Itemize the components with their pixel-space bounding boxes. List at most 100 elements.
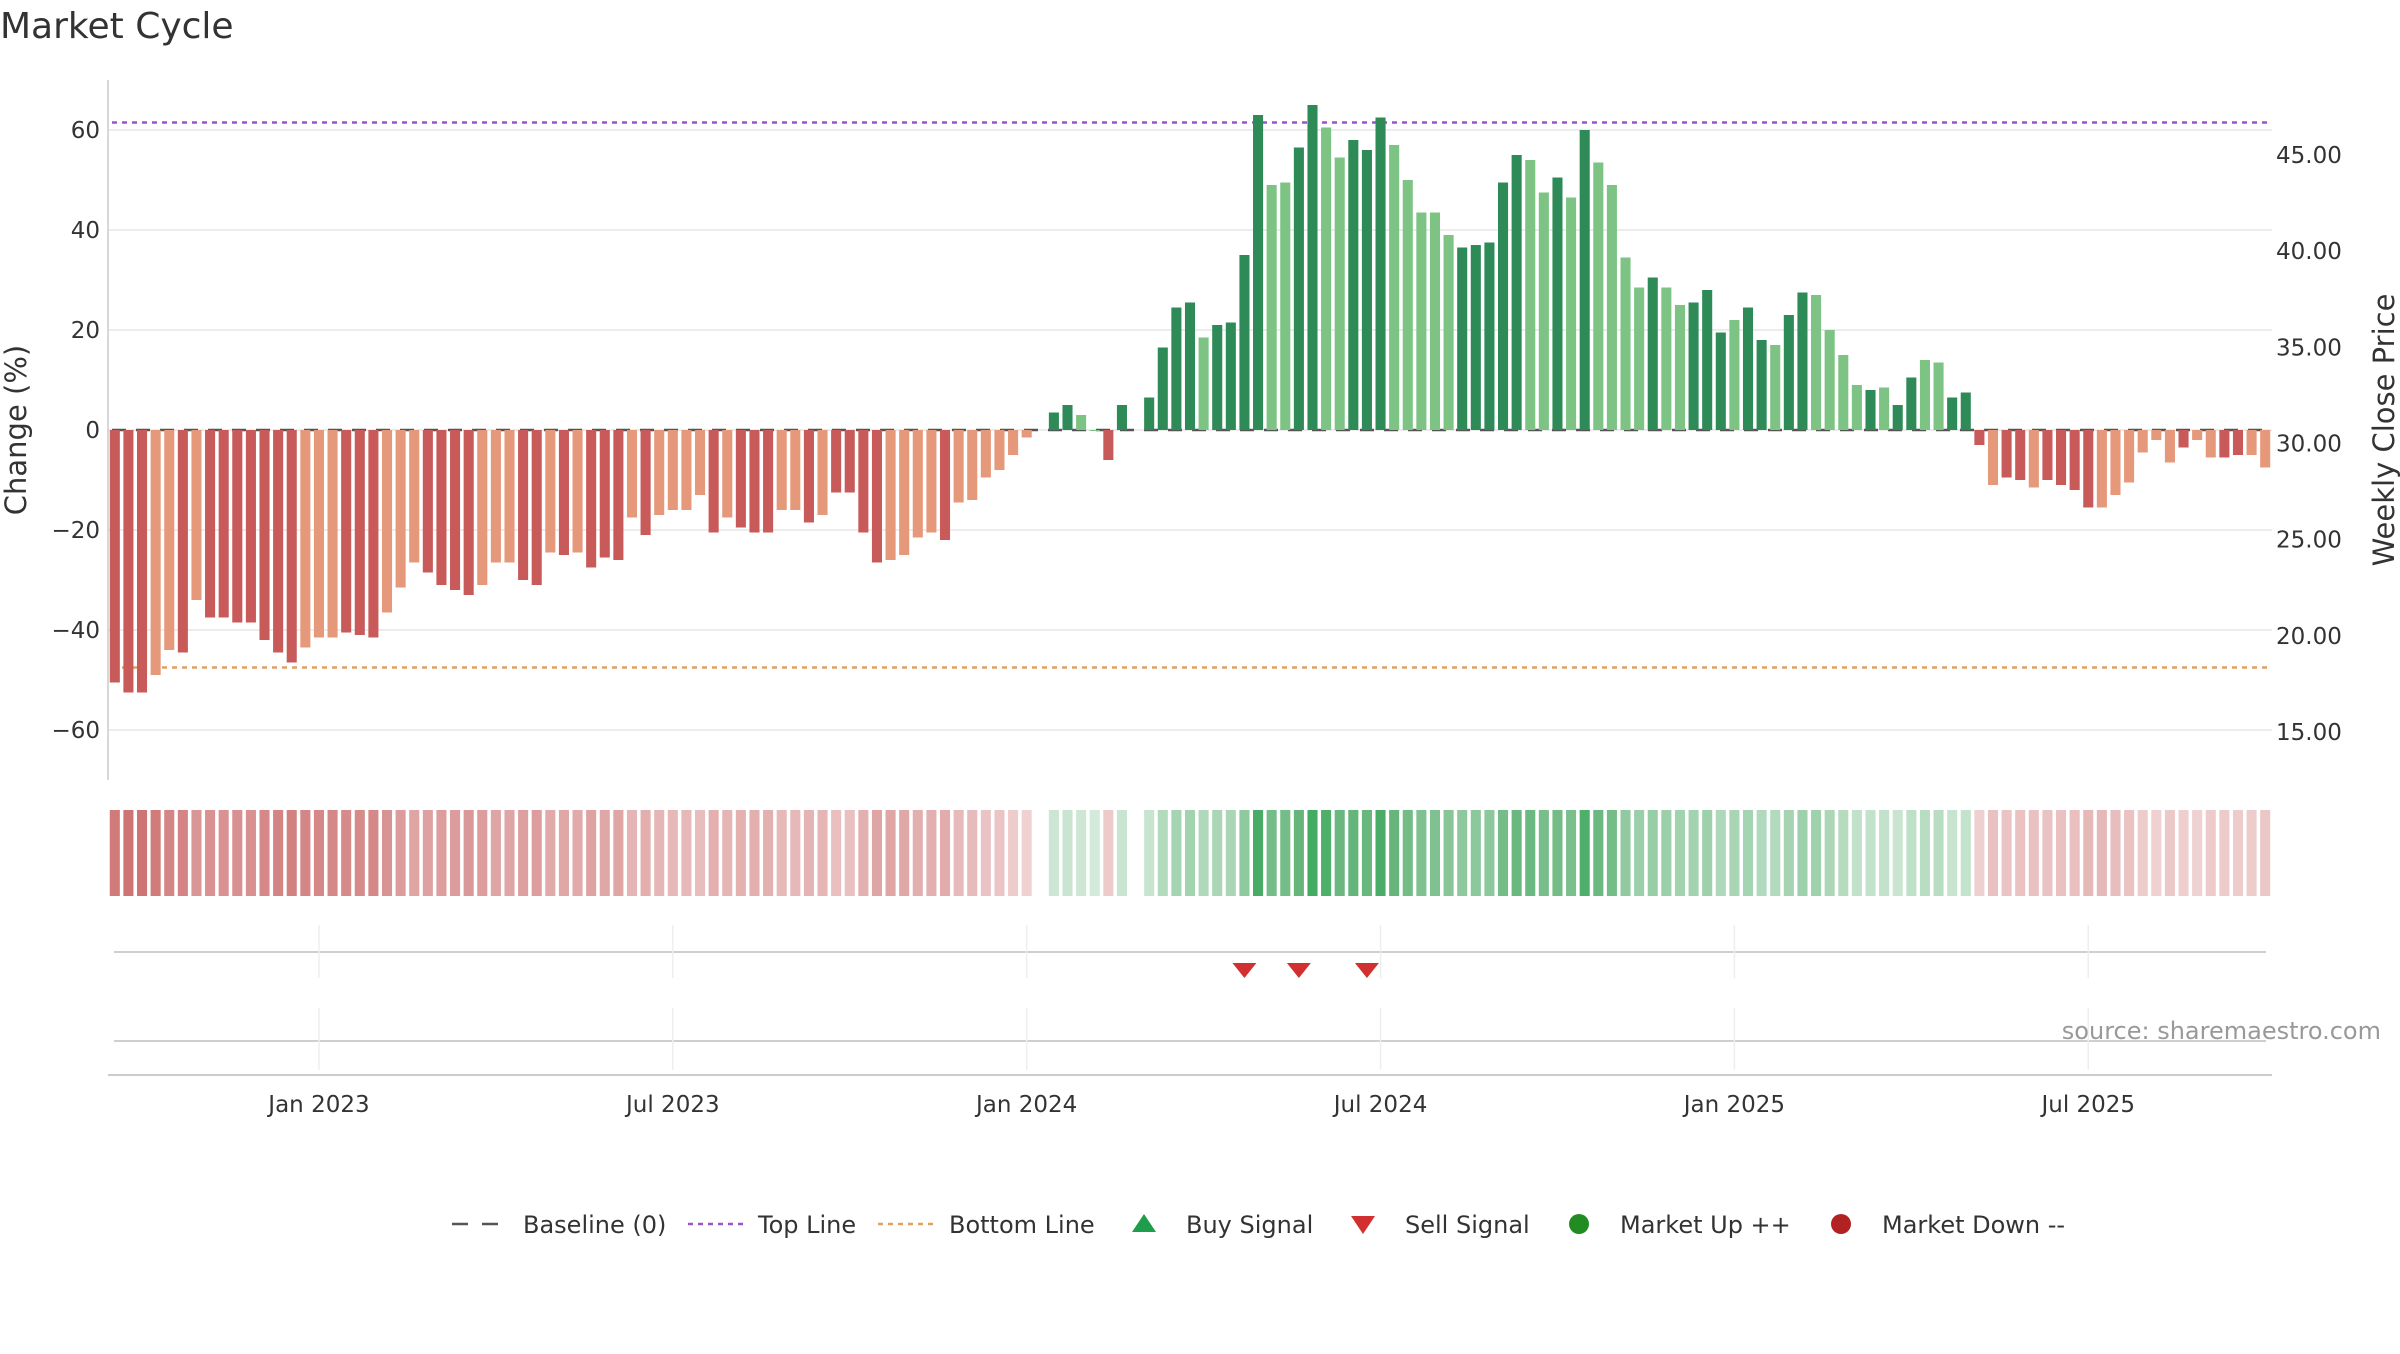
change-bar [218, 430, 229, 618]
change-bar [2083, 430, 2094, 508]
heat-cell [191, 810, 202, 896]
change-bar [1307, 105, 1318, 430]
heat-cell [1634, 810, 1645, 896]
heat-cell [150, 810, 161, 896]
change-bar [1879, 387, 1890, 430]
change-bar [586, 430, 597, 568]
change-bar [695, 430, 706, 495]
heat-cell [844, 810, 855, 896]
change-bar [1293, 147, 1304, 430]
change-bar [395, 430, 406, 588]
heat-cell [2246, 810, 2257, 896]
change-bar [1402, 180, 1413, 430]
heat-cell [926, 810, 937, 896]
change-bar [1103, 430, 1114, 460]
heat-cell [776, 810, 787, 896]
heat-cell [803, 810, 814, 896]
heat-cell [1048, 810, 1059, 896]
heat-cell [1416, 810, 1427, 896]
heat-cell [2083, 810, 2094, 896]
change-bar [1702, 290, 1713, 430]
change-bar [1443, 235, 1454, 430]
heat-cell [2056, 810, 2067, 896]
change-bar [871, 430, 883, 563]
x-tick-label: Jan 2023 [266, 1092, 369, 1118]
heat-cell [1729, 810, 1740, 896]
change-bar [1661, 287, 1672, 430]
y-tick-label: −20 [51, 518, 100, 544]
change-bar [2028, 430, 2039, 488]
change-bar [1892, 405, 1903, 430]
heat-cell [858, 810, 869, 896]
heat-cell [626, 810, 638, 896]
heat-cell [1919, 810, 1930, 896]
heat-cell [245, 810, 256, 896]
legend-label: Baseline (0) [523, 1211, 666, 1239]
change-bar [763, 430, 774, 533]
heat-cell [2232, 810, 2244, 896]
change-bar [2260, 430, 2271, 468]
change-bar [2042, 430, 2053, 480]
change-bar [1538, 192, 1549, 430]
change-bar [2056, 430, 2067, 485]
change-bar [518, 430, 529, 580]
change-bar [749, 430, 760, 533]
heat-cell [749, 810, 760, 896]
change-bar [1647, 277, 1658, 430]
y-tick-label: 40 [71, 218, 100, 244]
change-bar [2192, 430, 2203, 440]
heat-cell [1321, 810, 1332, 896]
legend-label: Top Line [757, 1211, 856, 1239]
heat-cell [2124, 810, 2135, 896]
heat-cell [1756, 810, 1767, 896]
legend-buy-icon [1132, 1214, 1156, 1232]
change-bar [1266, 185, 1277, 430]
heat-cell [1688, 810, 1699, 896]
change-bar [409, 430, 420, 563]
change-bar [776, 430, 787, 510]
heat-cell [1375, 810, 1386, 896]
heat-cell [1552, 810, 1563, 896]
source-text: source: sharemaestro.com [2062, 1017, 2381, 1045]
change-bar [1348, 140, 1359, 430]
y2-tick-label: 20.00 [2276, 624, 2342, 650]
change-bar [1919, 360, 1930, 430]
heat-cell [885, 810, 896, 896]
heat-cell [899, 810, 910, 896]
heat-cell [164, 810, 175, 896]
y2-tick-label: 40.00 [2276, 239, 2342, 265]
change-bar [1579, 130, 1590, 430]
heat-cell [2110, 810, 2121, 896]
heat-cell [218, 810, 229, 896]
heat-cell [477, 810, 488, 896]
heat-cell [722, 810, 733, 896]
heat-cell [1892, 810, 1903, 896]
sell-signal-marker [1286, 963, 1311, 978]
signal-panel [108, 925, 2272, 1076]
heat-cell [109, 810, 120, 896]
change-bar [368, 430, 379, 638]
heat-cell [2069, 810, 2080, 896]
change-bar [2178, 430, 2189, 448]
change-bar [123, 430, 134, 693]
change-bar [490, 430, 501, 563]
heat-cell [1076, 810, 1087, 896]
heat-cell [912, 810, 923, 896]
heat-cell [123, 810, 134, 896]
change-bar [2096, 430, 2107, 508]
heat-cell [1566, 810, 1577, 896]
change-bar [354, 430, 365, 635]
change-bar [2001, 430, 2012, 478]
heat-cell [953, 810, 964, 896]
heat-cell [681, 810, 692, 896]
change-bar [817, 430, 828, 515]
change-bar [640, 430, 651, 535]
heat-cell [735, 810, 746, 896]
change-bar [1688, 302, 1699, 430]
change-bar [994, 430, 1005, 470]
change-bar [1021, 430, 1032, 438]
change-bar [1157, 347, 1168, 430]
change-bar [1416, 212, 1427, 430]
heat-cell [1715, 810, 1726, 896]
